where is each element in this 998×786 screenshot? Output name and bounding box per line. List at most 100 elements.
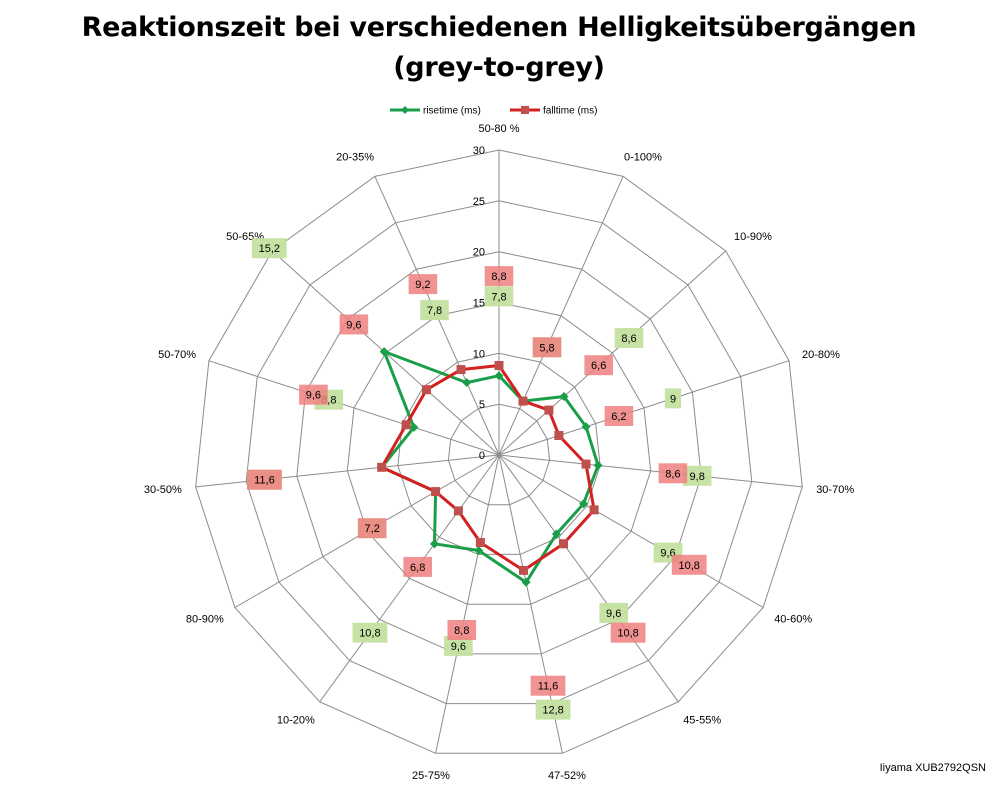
- legend-marker: [521, 106, 529, 114]
- radial-tick-label: 15: [473, 298, 485, 310]
- series-risetime: [377, 347, 603, 587]
- data-label: 9,8: [690, 471, 705, 483]
- data-point: [453, 506, 463, 516]
- data-label: 7,2: [365, 523, 380, 535]
- category-label: 40-60%: [774, 614, 812, 626]
- data-label: 9: [670, 393, 676, 405]
- legend-item-risetime: risetime (ms): [390, 106, 481, 117]
- data-point: [521, 577, 531, 587]
- radial-tick-label: 20: [473, 247, 485, 259]
- chart-subtitle: (grey-to-grey): [393, 52, 605, 83]
- data-label: 5,8: [539, 342, 554, 354]
- data-label: 15,2: [259, 243, 280, 255]
- data-label-bg: [532, 337, 562, 358]
- category-label: 80-90%: [186, 614, 224, 626]
- data-point: [544, 405, 554, 415]
- data-label-bg: [610, 622, 646, 643]
- data-point: [429, 539, 439, 549]
- chart-title: Reaktionszeit bei verschiedenen Helligke…: [0, 8, 998, 88]
- data-label-bg: [604, 406, 634, 426]
- grid-spoke: [498, 454, 764, 608]
- data-point: [474, 545, 484, 555]
- radial-tick-label: 30: [473, 145, 485, 157]
- data-label: 9,6: [606, 608, 621, 620]
- radial-tick-label: 0: [479, 450, 485, 462]
- grid-spoke: [435, 454, 500, 754]
- series-line: [380, 364, 596, 572]
- data-point: [401, 420, 411, 430]
- data-label-bg: [484, 266, 514, 287]
- grid-spoke: [498, 250, 727, 456]
- data-label-bg: [420, 300, 449, 321]
- grid-spoke: [498, 454, 803, 488]
- data-label-bg: [251, 238, 287, 259]
- data-label: 8,8: [491, 271, 506, 283]
- category-label: 30-50%: [144, 484, 182, 496]
- chart-title-line1: Reaktionszeit bei verschiedenen Helligke…: [81, 12, 917, 43]
- data-label-bg: [664, 388, 682, 409]
- data-label-bg: [447, 620, 477, 640]
- data-point: [559, 391, 569, 401]
- grid-spoke: [498, 360, 790, 456]
- data-label-bg: [682, 465, 712, 486]
- category-label: 10-20%: [277, 715, 315, 727]
- data-point: [559, 539, 568, 549]
- data-point: [554, 431, 564, 440]
- data-point: [456, 365, 466, 375]
- data-label-bg: [658, 463, 688, 484]
- data-label-bg: [299, 384, 328, 405]
- grid-spoke: [498, 176, 624, 456]
- radial-tick-label: 10: [473, 348, 485, 360]
- data-label-bg: [599, 602, 628, 623]
- data-label: 10,8: [617, 628, 638, 640]
- data-point: [593, 460, 603, 470]
- data-label: 10,8: [678, 560, 699, 572]
- data-label: 7,8: [427, 305, 442, 317]
- data-point: [581, 422, 591, 432]
- category-label: 47-52%: [548, 770, 586, 782]
- data-label-bg: [584, 355, 613, 376]
- data-label-bg: [339, 314, 369, 335]
- category-label: 50-80 %: [479, 123, 520, 135]
- legend-label: falltime (ms): [543, 106, 597, 117]
- grid-ring-20: [296, 251, 702, 655]
- category-label: 25-75%: [412, 770, 450, 782]
- data-label-bg: [671, 554, 707, 575]
- category-label: 50-70%: [158, 349, 196, 361]
- data-point: [494, 371, 504, 381]
- data-point: [409, 422, 419, 432]
- data-label: 8,6: [665, 468, 680, 480]
- data-label: 12,8: [542, 705, 563, 717]
- data-label-bg: [530, 675, 566, 696]
- data-label: 8,8: [454, 625, 469, 637]
- legend-label: risetime (ms): [423, 106, 481, 117]
- grid-spoke: [319, 454, 500, 703]
- data-point: [551, 529, 561, 539]
- grid-ring-30: [195, 149, 803, 754]
- category-label: 20-35%: [336, 151, 374, 163]
- category-label: 20-80%: [802, 349, 840, 361]
- data-label-bg: [535, 699, 571, 720]
- data-label-bg: [352, 622, 388, 643]
- data-label: 9,2: [415, 279, 430, 291]
- data-point: [379, 347, 389, 357]
- data-point: [589, 505, 599, 515]
- data-label-bg: [403, 556, 432, 577]
- data-label: 9,6: [306, 390, 321, 402]
- data-point: [494, 361, 504, 370]
- data-point: [519, 565, 528, 575]
- data-point: [377, 462, 387, 472]
- data-label: 10,8: [359, 628, 380, 640]
- data-point: [581, 459, 591, 469]
- data-point: [518, 396, 528, 406]
- grid-ring-25: [245, 200, 753, 705]
- data-label-bg: [357, 518, 387, 539]
- data-point: [475, 538, 485, 547]
- category-label: 10-90%: [734, 231, 772, 243]
- data-label: 11,6: [538, 681, 559, 693]
- data-label: 6,8: [410, 562, 425, 574]
- data-label-bg: [614, 328, 644, 348]
- category-label: 0-100%: [624, 151, 662, 163]
- legend-item-falltime: falltime (ms): [510, 106, 597, 117]
